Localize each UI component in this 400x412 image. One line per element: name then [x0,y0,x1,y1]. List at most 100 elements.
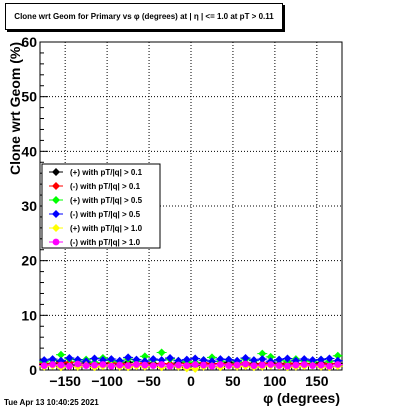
data-point [99,361,107,368]
data-point [182,355,191,364]
data-point [149,355,158,364]
data-point [158,361,166,368]
legend-label: (-) with pT/|q| > 0.1 [70,182,141,191]
data-point [57,361,65,369]
data-point [258,349,267,358]
legend-entry: (+) with pT/|q| > 1.0 [49,224,143,233]
x-tick-labels: −150 −100 −50 0 50 100 150 [49,373,328,389]
data-point [249,356,258,365]
data-point [65,353,74,362]
data-point [132,355,141,364]
series-3 [39,353,343,366]
data-point [266,352,275,361]
data-point [74,360,82,368]
y-axis-title: Clone wrt Geom (%) [7,42,23,175]
data-point [300,355,309,364]
data-point [216,361,224,368]
data-point [250,362,258,370]
data-point [166,362,174,370]
data-point [199,356,208,365]
data-point [207,357,216,366]
x-tick-label: 50 [225,373,241,389]
data-point [191,361,199,368]
data-point [300,361,308,368]
legend-label: (-) with pT/|q| > 1.0 [70,238,141,247]
legend-marker [52,168,60,176]
data-point [149,362,157,370]
data-points [39,348,343,373]
x-axis-title: φ (degrees) [263,390,340,406]
data-point [208,362,216,370]
x-tick-label: −100 [91,373,123,389]
data-point [241,353,250,362]
data-point [90,354,99,363]
y-tick-label: 20 [21,253,37,269]
data-point [191,354,200,363]
x-tick-label: 100 [263,373,287,389]
data-point [49,361,56,368]
legend-label: (+) with pT/|q| > 0.1 [70,168,143,177]
y-tick-label: 50 [21,89,37,105]
y-tick-labels: 0 10 20 30 40 50 60 [21,34,37,378]
chart-title: Clone wrt Geom for Primary vs φ (degrees… [5,3,283,30]
data-point [56,350,65,359]
data-point [267,361,275,368]
data-point [326,362,333,370]
data-point [175,361,182,369]
data-point [233,361,241,369]
data-point [242,360,249,368]
data-point [65,362,73,370]
data-point [325,354,334,363]
data-point [309,362,317,370]
data-point [224,355,233,364]
x-tick-label: −150 [49,373,81,389]
legend-entry: (+) with pT/|q| > 0.5 [49,196,143,205]
data-point [141,361,149,369]
data-point [308,356,317,365]
data-point [107,355,116,364]
data-point [216,355,225,364]
data-point [40,362,48,370]
legend-entry: (-) with pT/|q| > 0.1 [49,182,141,191]
data-point [183,362,191,370]
data-point [317,355,326,364]
data-point [225,362,233,370]
data-point [166,353,175,362]
data-point [124,362,132,370]
data-point [107,362,115,370]
data-point [40,356,49,365]
data-point [292,361,300,369]
data-point [124,353,133,362]
data-point [133,361,140,368]
data-point [334,361,342,368]
data-point [157,348,166,357]
legend-marker [52,224,60,232]
data-point [116,361,124,369]
data-point [317,361,325,369]
x-tick-label: 0 [187,373,195,389]
data-point [258,355,267,364]
data-point [200,361,207,369]
data-point [284,362,291,370]
y-tick-label: 0 [29,362,37,378]
legend-entry: (-) with pT/|q| > 1.0 [49,238,141,247]
data-point [258,361,266,369]
data-point [48,355,57,364]
data-point [82,362,90,370]
y-tick-label: 40 [21,143,37,159]
legend-box [41,163,161,249]
data-point [140,352,149,361]
legend-marker [52,210,60,218]
legend-marker [52,238,60,246]
y-tick-label: 30 [21,198,37,214]
legend: (+) with pT/|q| > 0.1 (-) with pT/|q| > 0… [41,163,161,249]
timestamp: Tue Apr 13 10:40:25 2021 [4,398,99,407]
data-point [275,362,283,370]
x-tick-label: 150 [305,373,329,389]
legend-marker [52,196,60,204]
legend-marker [52,182,60,190]
legend-label: (+) with pT/|q| > 0.5 [70,196,143,205]
x-tick-label: −50 [137,373,161,389]
data-point [283,354,292,363]
